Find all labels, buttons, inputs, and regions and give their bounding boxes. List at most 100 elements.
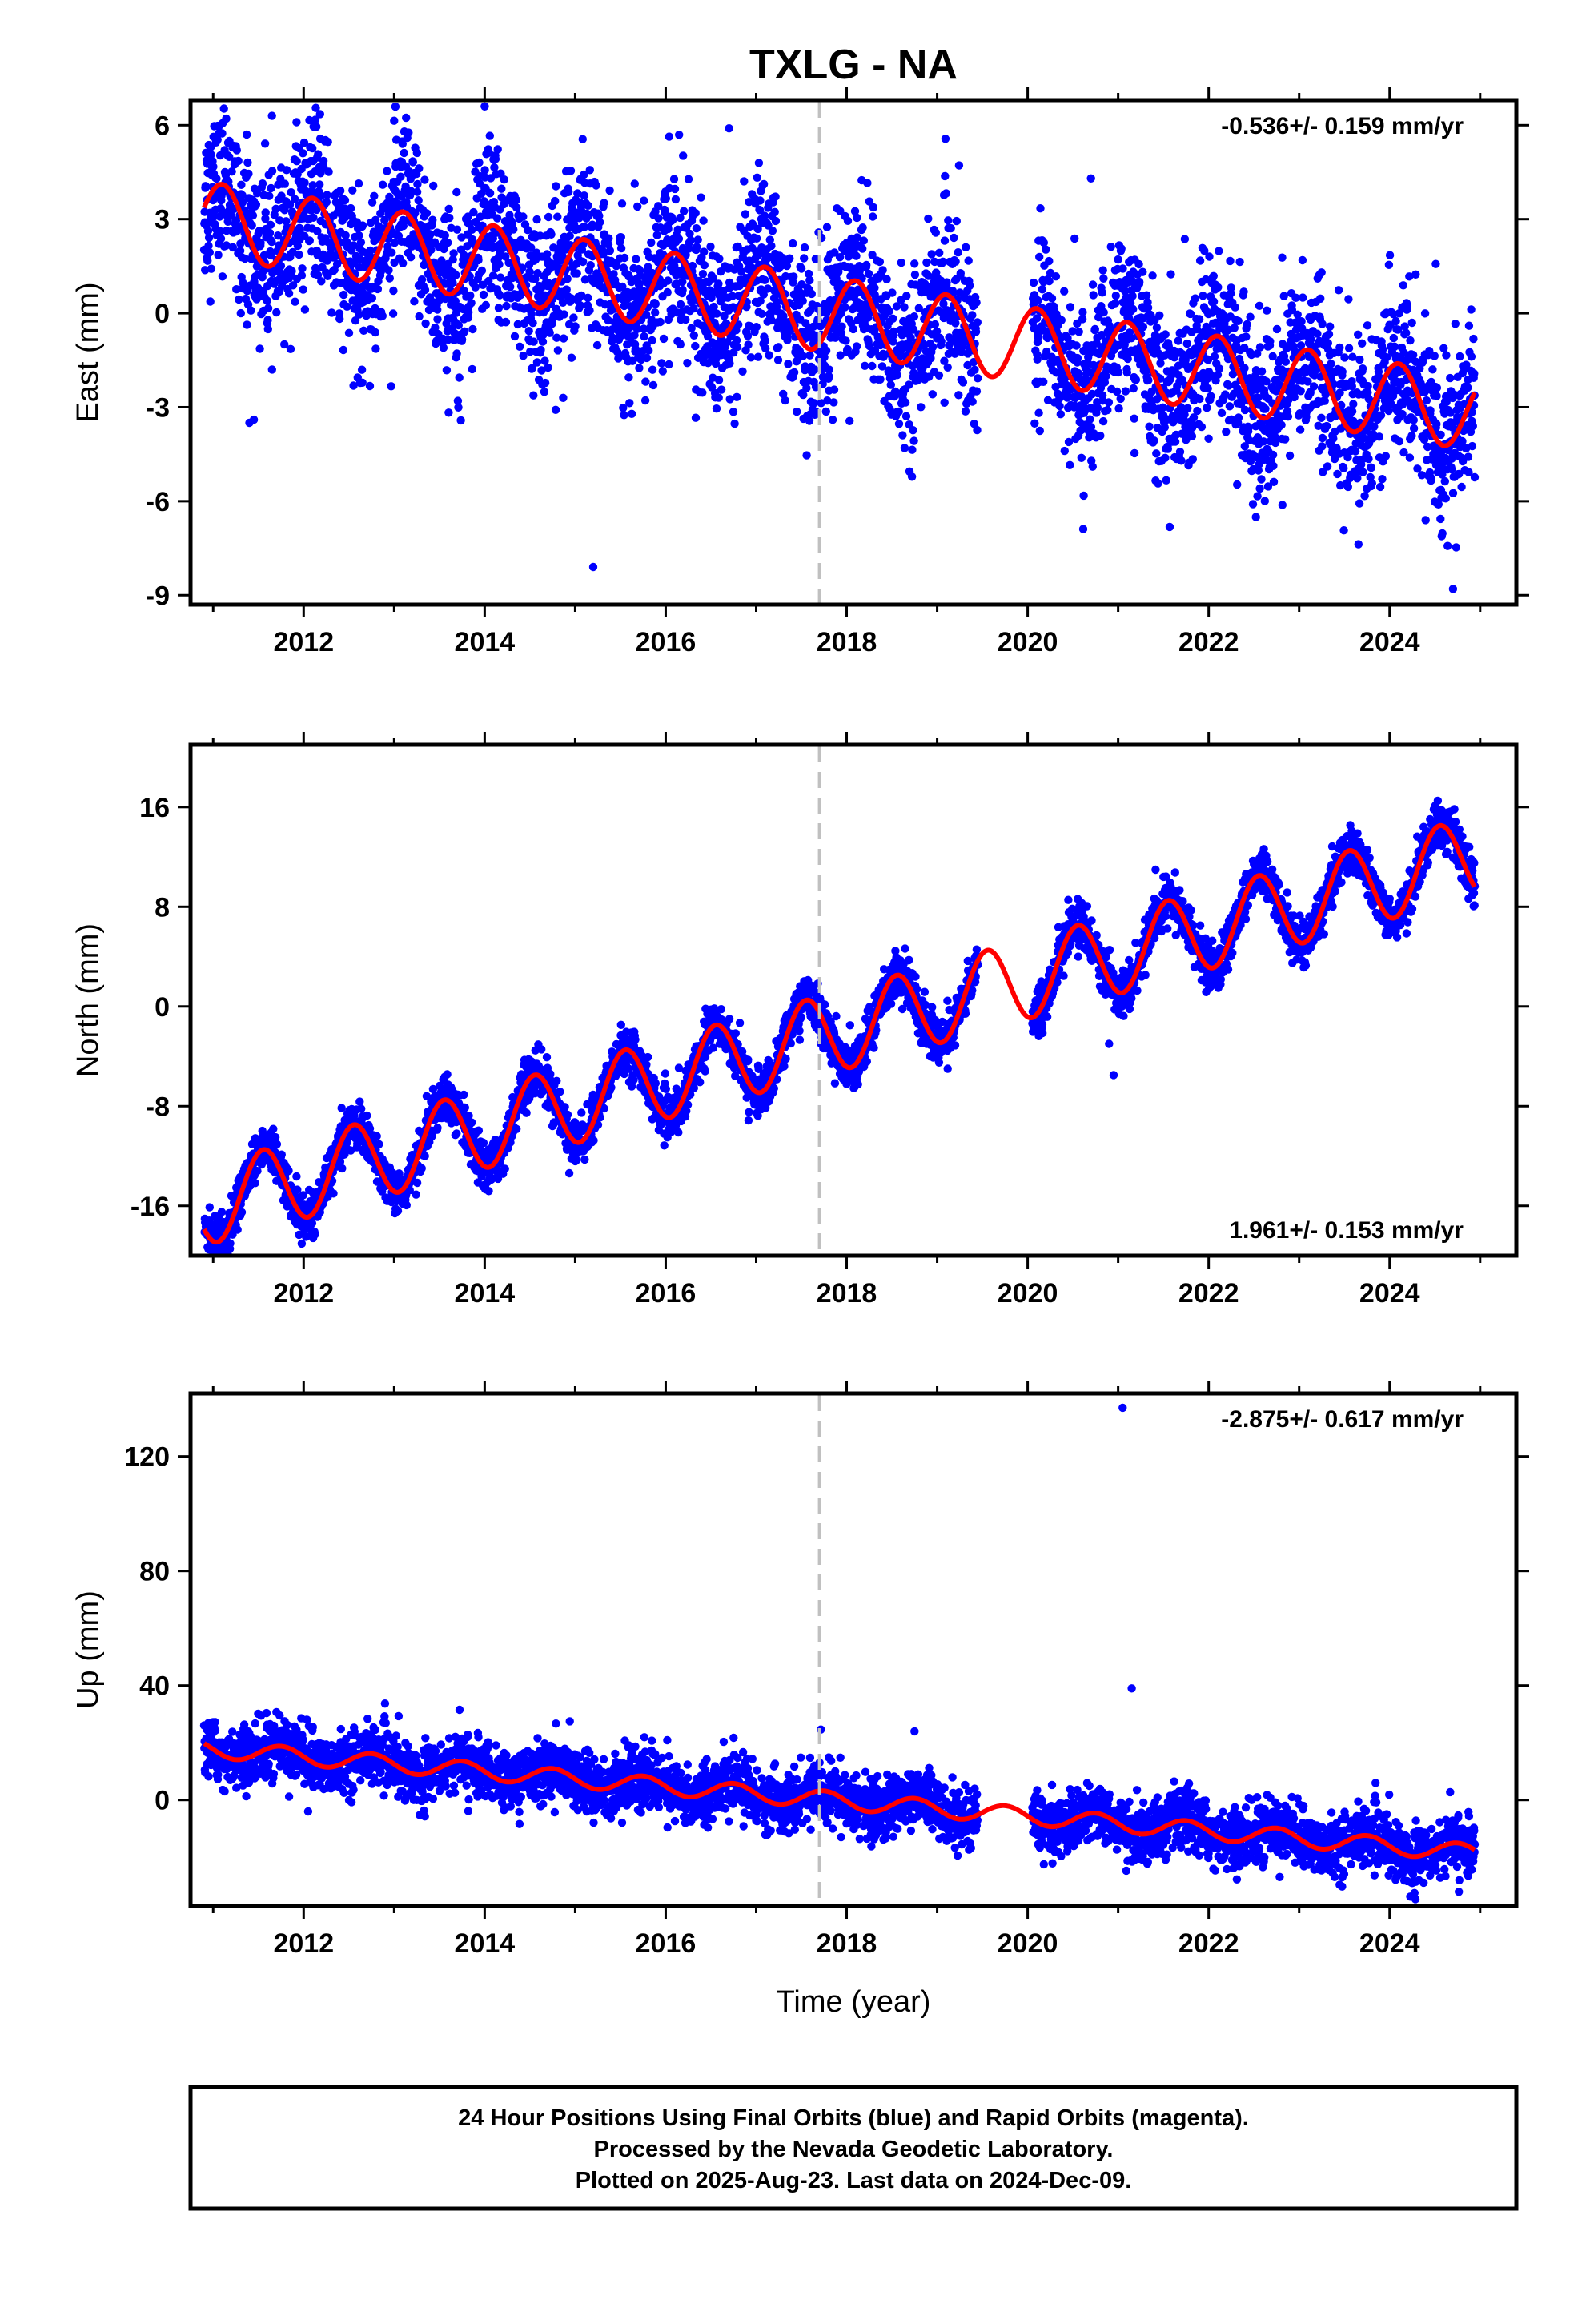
data-point [600, 199, 608, 207]
data-point [713, 309, 721, 318]
data-point [355, 310, 363, 319]
data-point [1042, 347, 1051, 356]
data-point [1462, 360, 1471, 369]
data-point [1327, 360, 1335, 368]
data-point [781, 396, 789, 405]
data-point [317, 277, 326, 286]
data-point [1358, 364, 1367, 373]
data-point [538, 337, 548, 346]
data-point [1317, 413, 1326, 422]
data-point [384, 266, 393, 275]
data-point [1447, 464, 1456, 474]
data-point [475, 158, 484, 167]
data-point [604, 316, 612, 325]
data-point [496, 273, 505, 282]
data-point [400, 148, 408, 158]
data-point [821, 346, 831, 356]
data-point [1281, 357, 1291, 366]
data-point [1217, 408, 1227, 417]
data-point [862, 260, 871, 270]
data-point [825, 372, 833, 380]
data-point [1183, 404, 1192, 412]
data-point [689, 304, 698, 313]
outlier-point [267, 111, 276, 120]
data-point [1317, 268, 1326, 277]
data-point [1051, 272, 1061, 281]
data-point [502, 301, 511, 311]
data-point [578, 135, 587, 143]
data-point [359, 326, 368, 335]
data-point [577, 291, 586, 300]
data-point [341, 231, 350, 240]
data-point [1174, 361, 1183, 370]
data-point [238, 198, 247, 207]
data-point [785, 254, 794, 263]
data-point [335, 1157, 345, 1167]
data-point [1434, 500, 1443, 509]
data-point [941, 171, 950, 181]
data-point [761, 336, 770, 345]
data-point [782, 261, 792, 271]
data-point [559, 393, 568, 402]
data-point [1411, 270, 1420, 279]
data-point [1257, 367, 1267, 376]
data-point [661, 194, 670, 203]
data-point [531, 255, 540, 264]
data-point [467, 299, 476, 308]
data-point [746, 353, 756, 362]
data-point [559, 334, 568, 343]
data-point [439, 344, 448, 352]
data-point [700, 247, 709, 256]
data-point [572, 269, 581, 278]
data-point [687, 324, 696, 332]
data-point [1130, 448, 1139, 458]
data-point [311, 103, 320, 112]
data-point [1409, 424, 1419, 433]
data-point [734, 320, 743, 329]
data-point [410, 297, 419, 306]
data-point [440, 244, 448, 254]
data-point [371, 344, 380, 353]
data-point [1064, 437, 1074, 447]
data-point [669, 175, 679, 183]
data-point [689, 331, 698, 340]
east-frame [188, 98, 1519, 607]
data-point [292, 1172, 301, 1181]
data-point [604, 234, 613, 243]
data-point [1090, 324, 1100, 334]
data-point [1451, 320, 1460, 328]
data-point [1210, 352, 1219, 361]
data-point [1240, 405, 1250, 415]
data-point [773, 297, 781, 307]
data-point [468, 225, 476, 234]
data-point [1233, 480, 1242, 489]
data-point [1154, 479, 1162, 488]
data-point [1320, 396, 1329, 405]
data-point [898, 431, 907, 440]
data-point [940, 398, 949, 407]
data-point [1349, 416, 1358, 426]
data-point [648, 380, 658, 390]
data-point [938, 257, 948, 266]
data-point [641, 377, 650, 386]
data-point [1409, 416, 1419, 424]
east-y-axis-label: East (mm) [71, 282, 105, 422]
data-point [829, 385, 839, 394]
data-point [305, 236, 314, 245]
data-point [1034, 296, 1042, 305]
data-point [412, 148, 421, 158]
data-point [914, 304, 924, 312]
data-point [232, 146, 241, 155]
data-point [738, 367, 747, 376]
data-point [349, 381, 358, 390]
data-point [207, 264, 216, 273]
data-point [1070, 393, 1080, 403]
data-point [385, 274, 394, 283]
data-point [236, 308, 245, 318]
data-point [1227, 283, 1235, 292]
data-point [510, 332, 520, 341]
data-point [243, 320, 251, 329]
data-point [203, 227, 213, 235]
data-point [889, 314, 897, 323]
data-point [485, 189, 495, 198]
